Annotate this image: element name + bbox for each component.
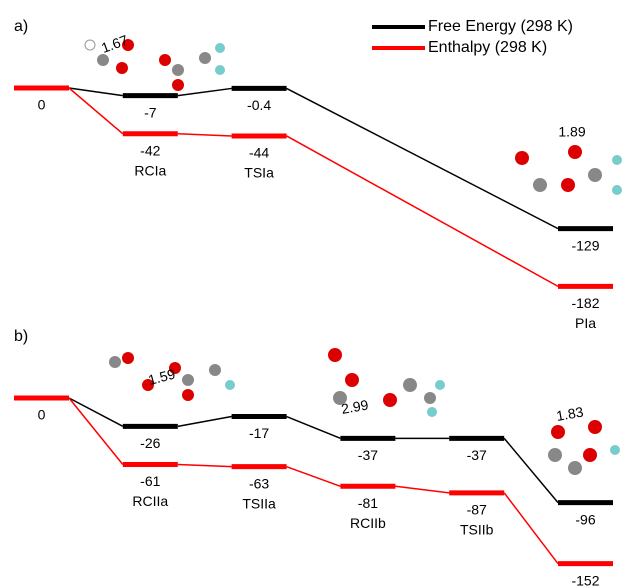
connector: [287, 417, 341, 439]
value-label: -17: [249, 425, 269, 441]
value-label: -152: [571, 572, 599, 588]
value-label: -37: [358, 447, 378, 463]
chart: a) 0 -7 -0.4 -129 -42 -44 -182 RCIa TSIa PIa 1.67 1.…: [0, 0, 629, 588]
connector: [395, 486, 449, 493]
distance-label: 1.59: [146, 365, 177, 388]
value-label: -63: [249, 475, 269, 491]
legend-label: Enthalpy (298 K): [428, 39, 547, 56]
value-label: -87: [467, 502, 487, 518]
state-label: RCIIb: [350, 515, 386, 531]
panel-label: b): [14, 328, 28, 345]
connector: [178, 464, 232, 466]
value-label: -7: [144, 104, 157, 120]
value-label: -26: [140, 435, 160, 451]
connector: [178, 88, 232, 95]
panel-label: a): [14, 18, 28, 35]
distance-label: 1.67: [99, 32, 130, 56]
connector: [178, 134, 232, 136]
value-label: -44: [249, 145, 269, 161]
legend-label: Free Energy (298 K): [428, 18, 573, 35]
value-label: -96: [575, 511, 595, 527]
value-label: -37: [467, 447, 487, 463]
value-label: -182: [571, 295, 599, 311]
value-label: -129: [571, 237, 599, 253]
value-label: 0: [38, 407, 46, 423]
connector: [287, 467, 341, 487]
connector: [504, 493, 558, 564]
state-label: RCIIa: [132, 493, 168, 509]
value-label: -0.4: [247, 97, 271, 113]
connector: [69, 398, 123, 464]
distance-label: 1.89: [558, 124, 585, 140]
distance-label: 2.99: [340, 396, 370, 417]
value-label: -81: [358, 495, 378, 511]
state-label: TSIIa: [242, 495, 276, 511]
state-label: PIa: [575, 315, 596, 331]
state-label: TSIIb: [460, 522, 494, 538]
state-label: RCIa: [134, 162, 166, 178]
value-label: 0: [38, 97, 46, 113]
state-label: TSIa: [244, 165, 274, 181]
distance-label: 1.83: [555, 403, 585, 424]
connector: [504, 438, 558, 502]
connector: [178, 417, 232, 427]
value-label: -42: [140, 142, 160, 158]
value-label: -61: [140, 473, 160, 489]
connector: [69, 398, 123, 426]
